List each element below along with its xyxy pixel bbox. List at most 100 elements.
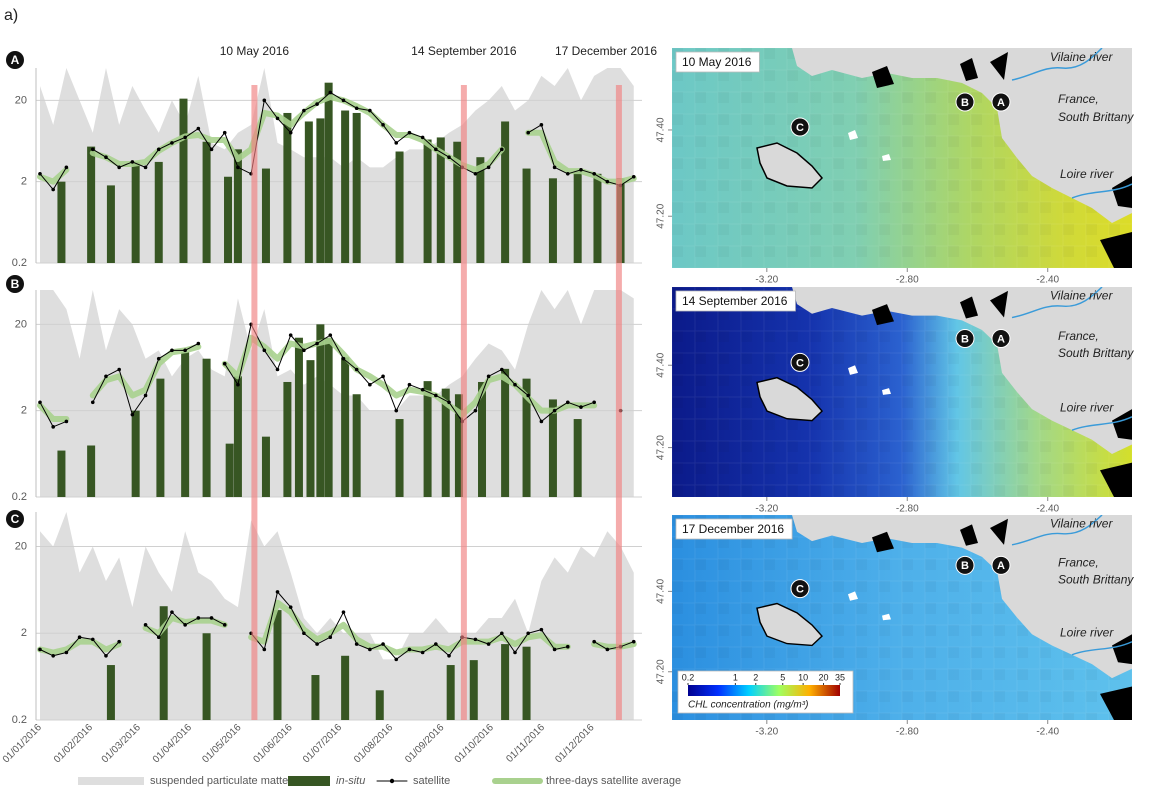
station-label: C bbox=[796, 122, 804, 134]
satellite-point bbox=[183, 348, 187, 353]
satellite-point bbox=[288, 130, 293, 135]
satellite-point bbox=[236, 165, 240, 170]
in-situ-bar bbox=[273, 610, 282, 720]
satellite-point bbox=[526, 130, 530, 135]
in-situ-bar bbox=[324, 337, 333, 497]
in-situ-bar bbox=[87, 445, 96, 497]
lon-tick-label: -2.80 bbox=[896, 275, 919, 286]
lon-tick-label: -2.40 bbox=[1036, 275, 1059, 286]
lat-tick-label: 47.20 bbox=[656, 659, 667, 684]
map-label: Vilaine river bbox=[1050, 289, 1113, 303]
panel-badge-label: C bbox=[11, 512, 20, 526]
station-marker bbox=[955, 92, 975, 112]
satellite-point bbox=[420, 387, 425, 392]
in-situ-bar bbox=[181, 352, 190, 497]
map-title: 17 December 2016 bbox=[682, 522, 784, 536]
in-situ-bar bbox=[501, 368, 510, 497]
lon-tick-label: -2.40 bbox=[1036, 504, 1059, 515]
satellite-point bbox=[368, 108, 372, 113]
satellite-point bbox=[38, 647, 42, 652]
satellite-point bbox=[381, 123, 385, 127]
in-situ-bar bbox=[341, 655, 350, 720]
lat-tick-label: 47.40 bbox=[656, 578, 667, 603]
in-situ-bar bbox=[501, 644, 510, 720]
satellite-point bbox=[539, 123, 544, 127]
in-situ-bar bbox=[476, 157, 485, 263]
in-situ-bar bbox=[469, 660, 478, 720]
panel-label: a) bbox=[4, 7, 18, 24]
satellite-point bbox=[394, 657, 399, 662]
satellite-point bbox=[368, 647, 372, 652]
satellite-point bbox=[565, 171, 570, 176]
x-tick-label: 01/05/2016 bbox=[200, 722, 243, 765]
colorbar-tick-label: 1 bbox=[733, 672, 738, 682]
satellite-point bbox=[592, 639, 596, 644]
satellite-point bbox=[447, 400, 451, 405]
satellite-point bbox=[196, 341, 201, 346]
in-situ-bar bbox=[159, 606, 168, 720]
satellite-point bbox=[38, 171, 42, 176]
map-title-box bbox=[675, 518, 793, 540]
lat-tick-label: 47.20 bbox=[656, 203, 667, 228]
colorbar-tick-label: 5 bbox=[780, 672, 785, 682]
map-label: South Brittany bbox=[1058, 572, 1134, 586]
satellite-point bbox=[104, 653, 108, 658]
satellite-point bbox=[354, 106, 359, 111]
lon-tick-label: -3.20 bbox=[755, 727, 778, 738]
satellite-point bbox=[539, 419, 544, 424]
satellite-point bbox=[500, 631, 504, 636]
lat-tick-label: 47.20 bbox=[656, 435, 667, 460]
map-title: 14 September 2016 bbox=[682, 294, 788, 308]
satellite-point bbox=[500, 147, 504, 152]
satellite-point bbox=[104, 155, 108, 160]
in-situ-bar bbox=[261, 168, 270, 263]
satellite-point bbox=[631, 639, 636, 644]
satellite-point bbox=[38, 400, 42, 405]
satellite-point bbox=[605, 179, 610, 184]
satellite-point bbox=[117, 165, 121, 170]
satellite-point bbox=[526, 393, 530, 398]
in-situ-bar bbox=[283, 112, 292, 263]
event-band bbox=[251, 85, 258, 720]
satellite-point bbox=[539, 627, 544, 632]
legend-label: suspended particulate matter bbox=[150, 775, 292, 787]
in-situ-bar bbox=[57, 450, 66, 497]
in-situ-bar bbox=[501, 121, 510, 263]
in-situ-bar bbox=[441, 388, 450, 497]
colorbar-label: CHL concentration (mg/m³) bbox=[688, 700, 808, 711]
station-marker bbox=[991, 555, 1011, 575]
in-situ-bar bbox=[294, 337, 303, 497]
satellite-point bbox=[302, 631, 306, 636]
satellite-point bbox=[236, 382, 240, 387]
lat-tick-label: 47.40 bbox=[656, 117, 667, 142]
y-tick-label: 0.2 bbox=[12, 714, 27, 726]
map-label: South Brittany bbox=[1058, 346, 1134, 360]
x-tick-label: 01/07/2016 bbox=[301, 722, 344, 765]
satellite-point bbox=[526, 631, 530, 636]
map-label: Vilaine river bbox=[1050, 516, 1113, 530]
station-marker bbox=[790, 352, 810, 372]
in-situ-bar bbox=[311, 675, 320, 720]
in-situ-bar bbox=[453, 141, 462, 263]
satellite-point bbox=[447, 653, 451, 658]
colorbar bbox=[688, 685, 840, 696]
satellite-point bbox=[90, 400, 95, 405]
satellite-point bbox=[341, 610, 346, 614]
satellite-point bbox=[579, 167, 583, 172]
in-situ-bar bbox=[233, 149, 242, 263]
satellite-point bbox=[420, 650, 425, 655]
in-situ-bar bbox=[478, 381, 487, 497]
legend-swatch bbox=[288, 776, 330, 786]
event-band bbox=[615, 85, 622, 720]
station-marker bbox=[991, 92, 1011, 112]
x-tick-label: 01/02/2016 bbox=[52, 722, 95, 765]
map-label: France, bbox=[1058, 556, 1099, 570]
satellite-point bbox=[117, 367, 121, 372]
satellite-point bbox=[51, 425, 55, 429]
in-situ-bar bbox=[57, 181, 66, 263]
event-band bbox=[460, 85, 467, 720]
in-situ-bar bbox=[395, 151, 404, 263]
satellite-point bbox=[579, 405, 583, 409]
satellite-point bbox=[552, 408, 557, 413]
lat-tick-label: 47.40 bbox=[656, 352, 667, 377]
